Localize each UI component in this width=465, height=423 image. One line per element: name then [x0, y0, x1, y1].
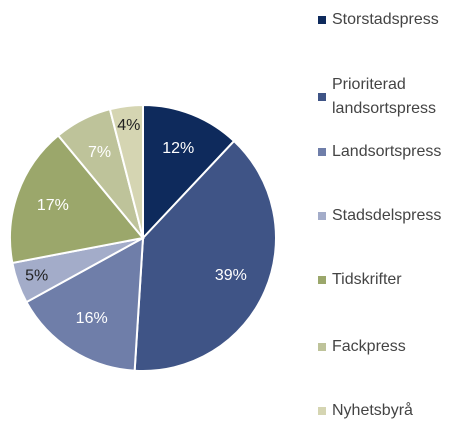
legend-item: Prioriterad landsortspress [318, 73, 465, 121]
legend-label: Storstadspress [332, 11, 439, 28]
legend-swatch [318, 148, 326, 156]
legend-item: Tidskrifter [318, 268, 465, 292]
legend-label: Prioriterad landsortspress [332, 76, 437, 117]
data-label: 7% [88, 144, 111, 161]
pie-slice [133, 139, 277, 372]
legend-swatch [318, 16, 326, 24]
legend-item: Stadsdelspress [318, 204, 465, 228]
data-label: 39% [215, 267, 247, 284]
pie-slice [142, 103, 236, 241]
legend-label: Nyhetsbyrå [332, 402, 413, 419]
data-label: 4% [117, 117, 140, 134]
data-label: 5% [25, 268, 48, 285]
legend-swatch [318, 343, 326, 351]
pie-slice [25, 236, 145, 372]
legend-label: Landsortspress [332, 143, 442, 160]
legend-swatch [318, 212, 326, 220]
legend-label: Tidskrifter [332, 271, 402, 288]
data-label: 16% [76, 310, 108, 327]
pie-slice [108, 103, 144, 239]
legend-item: Fackpress [318, 335, 465, 359]
legend-item: Nyhetsbyrå [318, 399, 465, 423]
data-label: 17% [37, 197, 69, 214]
legend-label: Stadsdelspress [332, 207, 442, 224]
legend-item: Storstadspress [318, 8, 465, 32]
pie-slice [9, 134, 145, 265]
legend-label: Fackpress [332, 338, 406, 355]
chart: 12% 39% 16% 5% 17% 7% 4% [9, 103, 277, 372]
legend-swatch [318, 93, 326, 101]
legend-swatch [318, 276, 326, 284]
legend-item: Landsortspress [318, 140, 465, 164]
data-label: 12% [162, 140, 194, 157]
legend-swatch [318, 407, 326, 415]
